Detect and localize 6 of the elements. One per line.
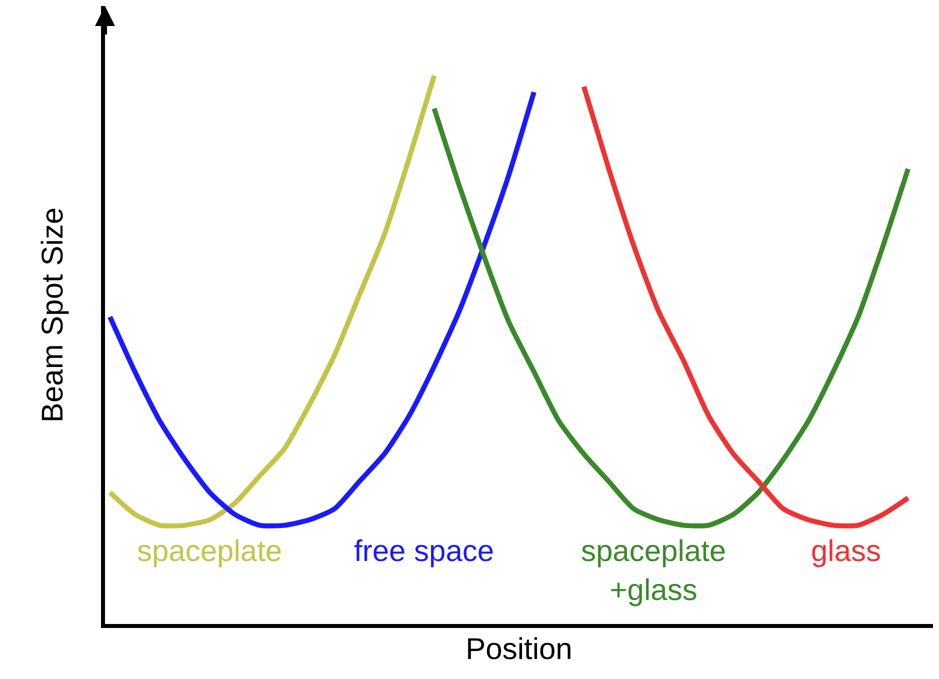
y-axis-title: Beam Spot Size [36,207,70,423]
series-label: spaceplate [137,535,282,568]
series-label: glass [811,535,882,568]
series-label: spaceplate +glass [581,535,726,607]
series-label: free space [354,535,494,568]
x-axis-title: Position [466,633,572,666]
